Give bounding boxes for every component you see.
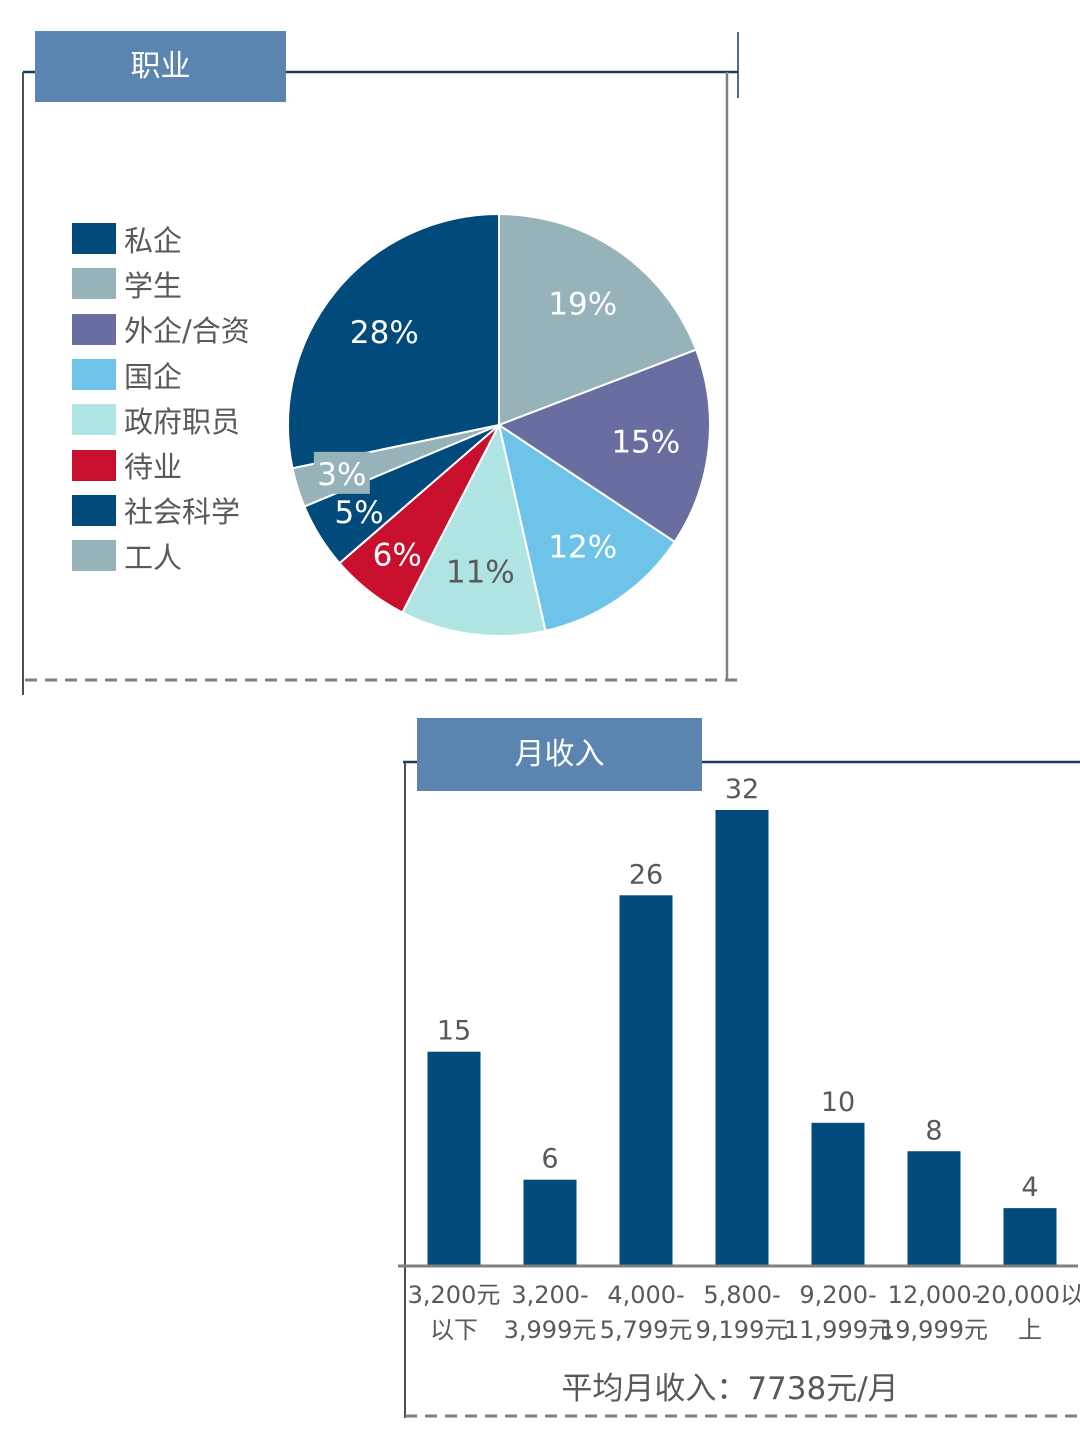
pie-slice [497, 422, 677, 633]
income-title: 月收入 [417, 718, 702, 791]
legend-label: 私企 [124, 223, 183, 258]
legend-item: 私企 [72, 216, 250, 261]
pie-slice [498, 212, 698, 427]
x-tick-label: 11,999元 [784, 1316, 892, 1344]
legend-swatch [72, 404, 116, 436]
bar [907, 1151, 961, 1265]
pie-data-label: 28% [350, 315, 419, 351]
legend-swatch [72, 540, 116, 572]
bar [1003, 1208, 1057, 1265]
bar-value-label: 6 [541, 1144, 558, 1175]
x-tick-label: 上 [1018, 1316, 1042, 1344]
pie-slice [400, 422, 547, 637]
pie-slice [287, 212, 500, 470]
pie-data-label: 5% [335, 495, 384, 531]
legend-item: 社会科学 [72, 488, 250, 533]
x-tick-label: 9,199元 [696, 1316, 789, 1344]
x-tick-label: 20,000以 [976, 1281, 1080, 1309]
x-tick-label: 19,999元 [880, 1316, 988, 1344]
legend-item: 国企 [72, 352, 250, 397]
legend-label: 外企/合资 [124, 314, 250, 349]
legend-swatch [72, 223, 116, 255]
average-income-value: 7738元/月 [747, 1371, 899, 1407]
bar-value-label: 8 [925, 1115, 942, 1146]
bar-value-label: 26 [629, 859, 663, 890]
legend-swatch [72, 359, 116, 391]
legend-item: 工人 [72, 533, 250, 578]
pie-legend: 私企学生外企/合资国企政府职员待业社会科学工人 [72, 216, 250, 578]
bar [811, 1122, 865, 1265]
x-tick-label: 5,799元 [600, 1316, 693, 1344]
pie-label-background [313, 451, 370, 494]
pie-data-label: 19% [548, 286, 617, 322]
occupation-panel: 职业 私企学生外企/合资国企政府职员待业社会科学工人 19% 15% 12% 11% 6… [0, 0, 760, 700]
legend-item: 待业 [72, 442, 250, 487]
legend-label: 政府职员 [124, 404, 241, 439]
x-tick-label: 3,200元 [408, 1281, 501, 1309]
bar-value-label: 15 [437, 1016, 471, 1047]
bar-value-label: 32 [725, 774, 759, 805]
legend-label: 工人 [124, 540, 183, 575]
occupation-title: 职业 [35, 31, 286, 102]
x-tick-label: 4,000- [607, 1281, 684, 1309]
income-panel: 月收入 15 3,200元 以下 6 3,200- 3,999元 26 4,000- 5,799… [380, 700, 1080, 1440]
pie-data-label: 6% [373, 537, 422, 573]
pie-data-label: 15% [611, 424, 680, 460]
pie-data-label: 3% [317, 457, 366, 493]
bar-value-label: 4 [1021, 1172, 1038, 1203]
x-tick-label: 3,999元 [504, 1316, 597, 1344]
x-tick-label: 12,000- [888, 1281, 981, 1309]
bar-value-label: 10 [821, 1087, 855, 1118]
legend-item: 政府职员 [72, 397, 250, 442]
legend-swatch [72, 268, 116, 300]
legend-label: 学生 [124, 268, 183, 303]
bar [523, 1179, 577, 1265]
x-tick-label: 5,800- [703, 1281, 780, 1309]
bar [427, 1051, 481, 1265]
legend-item: 外企/合资 [72, 307, 250, 352]
pie-chart: 19% 15% 12% 11% 6% 5%3% 28% [287, 212, 711, 637]
legend-label: 国企 [124, 359, 183, 394]
legend-swatch [72, 449, 116, 481]
legend-swatch [72, 313, 116, 345]
pie-data-label: 11% [446, 555, 515, 591]
average-income: 平均月收入：7738元/月 [380, 1363, 1080, 1408]
legend-item: 学生 [72, 261, 250, 306]
pie-slice [496, 348, 711, 544]
x-tick-label: 以下 [430, 1316, 478, 1344]
average-income-label: 平均月收入： [561, 1371, 748, 1407]
bar [715, 810, 769, 1265]
x-tick-label: 9,200- [799, 1281, 876, 1309]
pie-data-label: 12% [548, 530, 617, 566]
legend-label: 待业 [124, 450, 183, 485]
bar [619, 895, 673, 1265]
x-tick-label: 3,200- [511, 1281, 588, 1309]
legend-label: 社会科学 [124, 495, 241, 530]
legend-swatch [72, 494, 116, 526]
